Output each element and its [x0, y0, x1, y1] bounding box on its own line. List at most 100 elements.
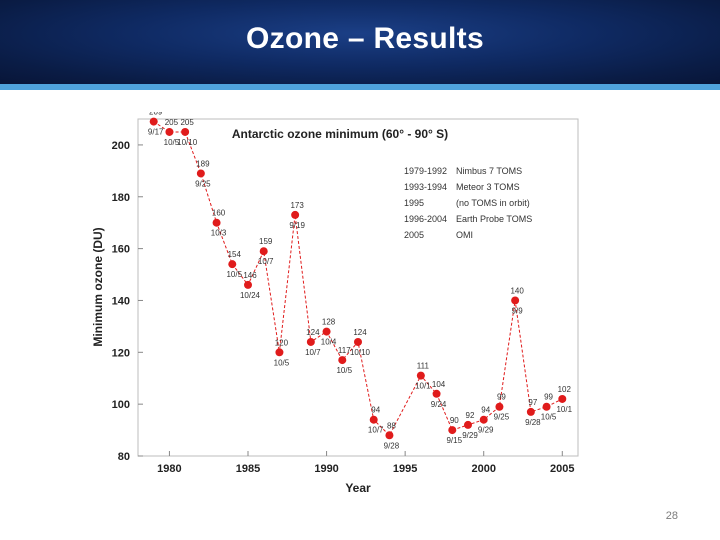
- y-tick-label: 160: [112, 244, 130, 256]
- ozone-chart-svg: Antarctic ozone minimum (60° - 90° S) 80…: [91, 108, 579, 495]
- point-date-label: 9/25: [494, 413, 510, 422]
- data-point: [244, 280, 252, 289]
- legend-instrument: OMI: [456, 230, 473, 240]
- data-point: [322, 327, 331, 336]
- chart-legend: 1979-1992 Nimbus 7 TOMS 1993-1994 Meteor 3 …: [404, 166, 532, 240]
- point-value-label: 97: [528, 398, 537, 407]
- data-point: [369, 415, 378, 424]
- point-date-label: 10/5: [164, 138, 180, 147]
- point-date-label: 10/24: [240, 291, 261, 300]
- point-date-label: 10/5: [336, 366, 352, 375]
- data-point: [275, 348, 284, 357]
- point-date-label: 10/5: [274, 358, 290, 367]
- legend-instrument: Meteor 3 TOMS: [456, 182, 520, 192]
- data-point: [385, 431, 394, 440]
- point-value-label: 173: [290, 201, 304, 210]
- point-value-label: 124: [306, 328, 320, 337]
- point-value-label: 102: [558, 385, 572, 394]
- data-point: [558, 394, 567, 403]
- point-date-label: 10/10: [350, 348, 371, 357]
- point-value-label: 128: [322, 318, 336, 327]
- point-value-label: 189: [196, 159, 210, 168]
- y-tick-label: 120: [112, 347, 130, 359]
- data-point: [495, 402, 504, 411]
- data-point: [306, 337, 315, 346]
- data-point: [542, 402, 551, 411]
- point-date-label: 10/1: [415, 382, 431, 391]
- legend-years: 1996-2004: [404, 214, 447, 224]
- data-point: [181, 127, 190, 136]
- point-date-label: 9/28: [384, 441, 400, 450]
- point-value-label: 92: [466, 411, 475, 420]
- data-point: [526, 407, 535, 416]
- point-value-label: 140: [510, 286, 524, 295]
- y-tick-label: 100: [112, 399, 130, 411]
- point-date-label: 9/19: [289, 221, 305, 230]
- legend-years: 1995: [404, 198, 424, 208]
- plot-frame: [137, 118, 579, 457]
- data-point: [212, 218, 221, 227]
- chart-title: Antarctic ozone minimum (60° - 90° S): [232, 127, 448, 141]
- point-date-label: 9/29: [478, 426, 494, 435]
- point-date-label: 9/28: [525, 418, 541, 427]
- point-date-label: 9/29: [462, 431, 478, 440]
- axis-ticks: 80 100 120 140 160 180 200 1980 1985 1990 1995 2000…: [112, 140, 575, 475]
- point-value-label: 111: [417, 362, 430, 371]
- x-tick-label: 1985: [236, 463, 260, 475]
- point-value-label: 154: [228, 250, 242, 259]
- point-value-label: 146: [243, 271, 257, 280]
- point-value-label: 205: [165, 118, 179, 127]
- point-date-label: 10/5: [226, 270, 242, 279]
- x-axis-label: Year: [345, 481, 371, 495]
- header-divider: [0, 84, 720, 90]
- legend-instrument: (no TOMS in orbit): [456, 198, 530, 208]
- point-date-label: 10/5: [541, 413, 557, 422]
- legend-instrument: Nimbus 7 TOMS: [456, 166, 522, 176]
- x-tick-label: 1995: [393, 463, 417, 475]
- data-point: [338, 356, 347, 365]
- x-tick-label: 1980: [157, 463, 181, 475]
- point-value-label: 205: [180, 118, 194, 127]
- ozone-series: [149, 117, 567, 440]
- x-tick-label: 2005: [550, 463, 574, 475]
- point-value-label: 124: [353, 328, 367, 337]
- ozone-series-line: [153, 121, 563, 437]
- point-date-label: 10/7: [305, 348, 321, 357]
- point-value-label: 160: [212, 209, 226, 218]
- point-date-label: 9/9: [512, 306, 524, 315]
- point-date-label: 10/3: [211, 229, 227, 238]
- data-point: [149, 117, 158, 126]
- point-value-label: 120: [275, 338, 289, 347]
- slide-header: [0, 0, 720, 84]
- point-date-label: 9/24: [431, 400, 447, 409]
- point-date-label: 10/4: [321, 338, 337, 347]
- point-value-label: 159: [259, 237, 273, 246]
- legend-years: 1979-1992: [404, 166, 447, 176]
- legend-years: 1993-1994: [404, 182, 447, 192]
- point-date-label: 10/7: [368, 426, 384, 435]
- data-point: [291, 210, 300, 219]
- legend-instrument: Earth Probe TOMS: [456, 214, 532, 224]
- legend-years: 2005: [404, 230, 424, 240]
- data-point: [416, 371, 425, 380]
- point-labels: 2099/1720510/520510/101899/2516010/31541…: [148, 108, 573, 451]
- data-point: [479, 415, 488, 424]
- point-date-label: 10/1: [556, 405, 572, 414]
- point-value-label: 104: [432, 380, 446, 389]
- point-value-label: 99: [497, 393, 506, 402]
- data-point: [448, 426, 457, 435]
- y-tick-label: 200: [112, 140, 130, 152]
- x-tick-label: 2000: [471, 463, 495, 475]
- y-axis-label: Minimum ozone (DU): [91, 227, 105, 346]
- point-date-label: 9/17: [148, 128, 164, 137]
- point-value-label: 99: [544, 393, 553, 402]
- point-value-label: 94: [371, 406, 380, 415]
- y-tick-label: 180: [112, 192, 130, 204]
- point-value-label: 117: [338, 346, 351, 355]
- point-value-label: 94: [481, 406, 490, 415]
- y-tick-label: 140: [112, 295, 130, 307]
- point-value-label: 90: [450, 416, 459, 425]
- data-point: [432, 389, 441, 398]
- y-tick-label: 80: [118, 451, 130, 463]
- point-date-label: 10/7: [258, 257, 274, 266]
